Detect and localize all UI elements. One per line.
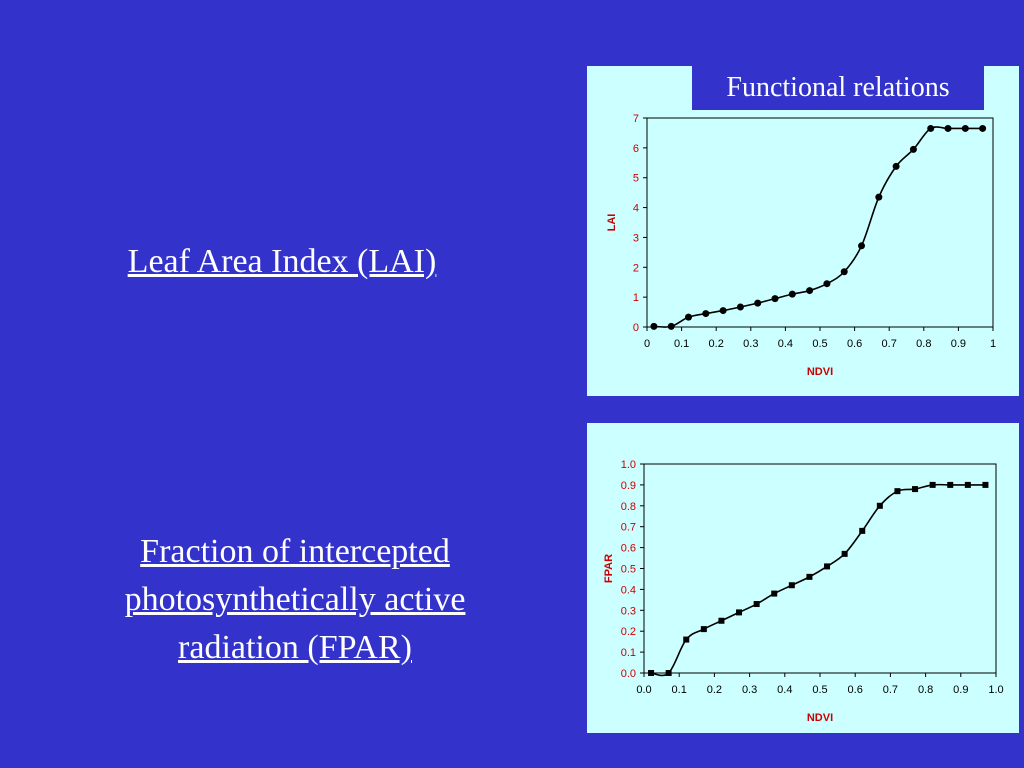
fpar-data-point bbox=[683, 636, 690, 643]
lai-chart-panel: 0 0.1 0.2 0.3 0.4 0.5 0.6 0.7 0.8 0.9 1 0 1 2 3 4 5 6 7 NDV… bbox=[587, 66, 1019, 396]
lai-x-tick-label: 0.5 bbox=[812, 338, 827, 350]
fpar-y-tick-label: 0.1 bbox=[621, 647, 636, 659]
lai-x-tick-label: 0.8 bbox=[916, 338, 931, 350]
fpar-data-point bbox=[912, 486, 919, 493]
fpar-y-tick-label: 0.5 bbox=[621, 564, 636, 576]
lai-data-point bbox=[736, 303, 744, 311]
fpar-data-point bbox=[648, 670, 655, 676]
lai-x-tick-label: 1 bbox=[990, 338, 996, 350]
lai-x-tick-label: 0.7 bbox=[882, 338, 897, 350]
lai-data-point bbox=[979, 124, 987, 132]
fpar-x-tick-label: 0.5 bbox=[812, 684, 827, 696]
lai-chart: 0 0.1 0.2 0.3 0.4 0.5 0.6 0.7 0.8 0.9 1 0 1 2 3 4 5 6 7 NDV… bbox=[606, 113, 996, 378]
lai-plot-area bbox=[646, 117, 994, 328]
lai-data-point bbox=[754, 299, 762, 307]
lai-data-point bbox=[858, 242, 866, 250]
lai-y-tick-label: 3 bbox=[633, 232, 639, 244]
fpar-x-tick-label: 0.1 bbox=[672, 684, 687, 696]
lai-data-point bbox=[685, 313, 693, 321]
lai-y-tick-label: 1 bbox=[633, 292, 639, 304]
fpar-y-tick-label: 0.7 bbox=[621, 522, 636, 534]
fpar-data-point bbox=[788, 582, 795, 589]
lai-x-tick-label: 0.4 bbox=[778, 338, 793, 350]
fpar-data-point bbox=[718, 617, 725, 624]
lai-y-tick-label: 5 bbox=[633, 173, 639, 185]
lai-y-tick-label: 0 bbox=[633, 322, 639, 334]
fpar-y-tick-label: 1.0 bbox=[621, 459, 636, 471]
fpar-series-line bbox=[650, 483, 986, 677]
lai-y-tick-label: 6 bbox=[633, 143, 639, 155]
lai-x-tick-label: 0.6 bbox=[847, 338, 862, 350]
fpar-chart: 0.0 0.1 0.2 0.3 0.4 0.5 0.6 0.7 0.8 0.9 1.0 0.0 0.1 0… bbox=[603, 459, 1004, 724]
lai-data-point bbox=[702, 310, 710, 318]
lai-data-point bbox=[788, 290, 796, 298]
fpar-data-point bbox=[841, 550, 848, 557]
fpar-x-tick-label: 0.4 bbox=[777, 684, 792, 696]
lai-data-point bbox=[892, 162, 900, 170]
lai-data-point bbox=[875, 193, 883, 201]
lai-x-axis-label: NDVI bbox=[807, 366, 833, 378]
fpar-data-point bbox=[806, 573, 813, 580]
lai-data-point bbox=[909, 145, 917, 153]
lai-x-tick-label: 0.2 bbox=[709, 338, 724, 350]
lai-data-point bbox=[961, 124, 969, 132]
lai-data-point bbox=[944, 124, 952, 132]
lai-data-point bbox=[650, 322, 658, 330]
fpar-link[interactable]: Fraction of intercepted photosynthetical… bbox=[124, 533, 466, 666]
lai-link[interactable]: Leaf Area Index (LAI) bbox=[127, 243, 437, 280]
fpar-data-point bbox=[753, 601, 760, 608]
fpar-x-tick-label: 0.7 bbox=[883, 684, 898, 696]
lai-x-tick-label: 0.9 bbox=[951, 338, 966, 350]
fpar-data-point bbox=[929, 481, 936, 488]
fpar-y-tick-label: 0.0 bbox=[621, 668, 636, 680]
fpar-x-tick-label: 1.0 bbox=[988, 684, 1003, 696]
fpar-x-tick-label: 0.8 bbox=[918, 684, 933, 696]
fpar-y-tick-label: 0.8 bbox=[621, 501, 636, 513]
fpar-x-axis-label: NDVI bbox=[807, 712, 833, 724]
fpar-data-point bbox=[771, 590, 778, 597]
lai-x-tick-label: 0 bbox=[644, 338, 650, 350]
lai-y-tick-label: 2 bbox=[633, 262, 639, 274]
fpar-y-tick-label: 0.6 bbox=[621, 543, 636, 555]
lai-data-point bbox=[840, 268, 848, 276]
fpar-y-tick-label: 0.3 bbox=[621, 605, 636, 617]
fpar-x-tick-label: 0.3 bbox=[742, 684, 757, 696]
fpar-data-point bbox=[876, 502, 883, 509]
fpar-plot-area bbox=[643, 463, 997, 674]
fpar-x-tick-label: 0.9 bbox=[953, 684, 968, 696]
fpar-y-axis-label: FPAR bbox=[603, 554, 615, 583]
fpar-chart-panel: 0.0 0.1 0.2 0.3 0.4 0.5 0.6 0.7 0.8 0.9 1.0 0.0 0.1 0… bbox=[587, 423, 1019, 733]
lai-data-point bbox=[719, 307, 727, 315]
fpar-x-tick-label: 0.6 bbox=[848, 684, 863, 696]
lai-data-point bbox=[823, 280, 831, 288]
fpar-data-point bbox=[665, 670, 672, 676]
lai-data-point bbox=[927, 124, 935, 132]
fpar-data-point bbox=[700, 626, 707, 633]
fpar-data-point bbox=[859, 527, 866, 534]
fpar-data-point bbox=[982, 481, 989, 488]
lai-data-point bbox=[806, 287, 814, 295]
lai-data-point bbox=[771, 295, 779, 303]
lai-y-tick-label: 4 bbox=[633, 203, 639, 215]
lai-series-line bbox=[653, 126, 983, 328]
lai-x-tick-label: 0.3 bbox=[743, 338, 758, 350]
lai-y-tick-label: 7 bbox=[633, 113, 639, 125]
fpar-y-tick-label: 0.2 bbox=[621, 626, 636, 638]
lai-data-point bbox=[667, 322, 675, 330]
fpar-x-tick-label: 0.2 bbox=[707, 684, 722, 696]
fpar-data-point bbox=[824, 563, 831, 570]
fpar-data-point bbox=[894, 488, 901, 495]
fpar-data-point bbox=[964, 481, 971, 488]
fpar-data-point bbox=[736, 609, 743, 616]
lai-y-axis-label: LAI bbox=[606, 214, 618, 232]
fpar-y-tick-label: 0.4 bbox=[621, 584, 636, 596]
fpar-x-tick-label: 0.0 bbox=[636, 684, 651, 696]
panel-title: Functional relations bbox=[692, 66, 984, 110]
fpar-y-tick-label: 0.9 bbox=[621, 480, 636, 492]
fpar-data-point bbox=[947, 481, 954, 488]
lai-x-tick-label: 0.1 bbox=[674, 338, 689, 350]
